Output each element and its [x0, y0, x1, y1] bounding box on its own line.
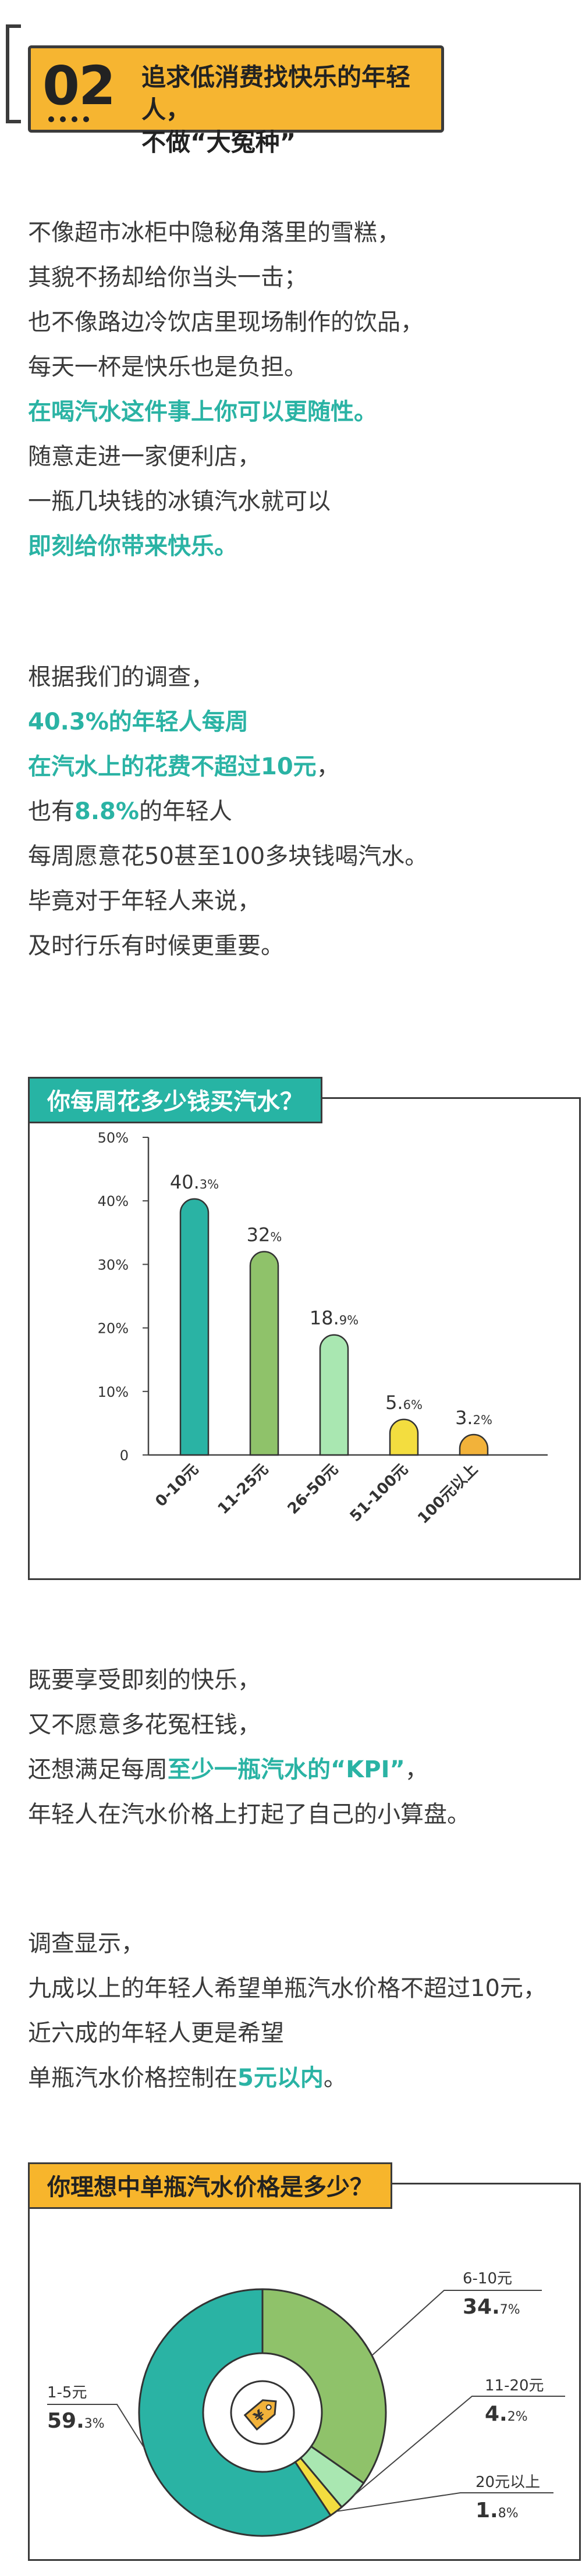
p2-line6: 毕竟对于年轻人来说，: [28, 888, 261, 915]
p1-line: 每天一杯是快乐也是负担。: [28, 354, 307, 380]
bar-chart-card: 你每周花多少钱买汽水？ 0 10% 20% 30% 40% 50% 40.3% 0-10元 32…: [28, 1077, 581, 1580]
p1-line: 不像超市冰柜中隐秘角落里的雪糕，: [28, 219, 400, 246]
donut-slice: [138, 2288, 332, 2537]
p2-line4-highlight: 8.8%: [74, 798, 139, 825]
header-dots-decoration: [48, 113, 118, 123]
section-header: 02 追求低消费找快乐的年轻人， 不做“大冤种”: [28, 45, 444, 156]
bar-value-label: 5.6%: [385, 1392, 423, 1414]
x-category-label: 0-10元: [152, 1461, 202, 1511]
donut-chart: ¥1-5元 59.3% 6-10元 34.7% 11-20元 4.2% 20元以上 1.8%: [47, 2270, 565, 2537]
x-category-label: 11-25元: [215, 1461, 272, 1518]
p1-line: 随意走进一家便利店，: [28, 443, 261, 470]
donut-chart-card: 你理想中单瓶汽水价格是多少？ ¥1-5元 59.3% 6-10元 34.7% 11-20…: [28, 2162, 581, 2561]
y-tick-label: 10%: [98, 1384, 129, 1400]
donut-category-label: 6-10元: [463, 2270, 512, 2287]
p3-line3-a: 还想满足每周: [28, 1756, 168, 1783]
section-title: 追求低消费找快乐的年轻人， 不做“大冤种”: [141, 61, 441, 159]
y-tick-label: 30%: [98, 1257, 129, 1273]
donut-category-label: 20元以上: [475, 2474, 540, 2491]
leader-line: [371, 2290, 542, 2356]
leader-line: [353, 2396, 565, 2496]
p1-line: 其貌不扬却给你当头一击；: [28, 264, 307, 291]
p3-line2: 又不愿意多花冤枉钱，: [28, 1712, 261, 1738]
p2-line1: 根据我们的调查，: [28, 664, 214, 691]
section-title-line2: 不做“大冤种”: [141, 128, 296, 156]
p2-line4-a: 也有: [28, 798, 74, 825]
bar-value-label: 32%: [247, 1224, 282, 1246]
p1-line: 也不像路边冷饮店里现场制作的饮品，: [28, 309, 424, 336]
p3-line3-c: ，: [404, 1756, 428, 1783]
bar: [249, 1251, 279, 1456]
bar-value-label: 3.2%: [455, 1407, 492, 1429]
paragraph-1: 不像超市冰柜中隐秘角落里的雪糕， 其貌不扬却给你当头一击； 也不像路边冷饮店里现场制…: [28, 211, 424, 569]
bar: [179, 1198, 210, 1456]
x-category-label: 26-50元: [285, 1461, 342, 1518]
p4-line3: 近六成的年轻人更是希望: [28, 2020, 284, 2047]
bar-value-label: 18.9%: [310, 1307, 359, 1329]
leader-line: [336, 2492, 553, 2512]
p4-line1: 调查显示，: [28, 1930, 144, 1957]
paragraph-4: 调查显示， 九成以上的年轻人希望单瓶汽水价格不超过10元， 近六成的年轻人更是希…: [28, 1922, 546, 2101]
p2-line2-highlight: 40.3%的年轻人每周: [28, 709, 249, 735]
paragraph-2: 根据我们的调查， 40.3%的年轻人每周 在汽水上的花费不超过10元， 也有8.…: [28, 655, 428, 969]
paragraph-3: 既要享受即刻的快乐， 又不愿意多花冤枉钱， 还想满足每周至少一瓶汽水的“KPI”…: [28, 1658, 470, 1837]
donut-category-label: 1-5元: [47, 2384, 87, 2401]
p1-line-highlight: 即刻给你带来快乐。: [28, 533, 237, 560]
y-tick-label: 50%: [98, 1130, 129, 1146]
p2-line4-c: 的年轻人: [139, 798, 232, 825]
section-title-line1: 追求低消费找快乐的年轻人，: [141, 63, 411, 124]
leader-line: [47, 2404, 145, 2449]
y-tick-label: 0: [120, 1447, 129, 1464]
donut-value-label: 4.2%: [485, 2402, 528, 2426]
donut-value-label: 34.7%: [463, 2295, 520, 2319]
donut-category-label: 11-20元: [485, 2377, 544, 2394]
bar: [459, 1433, 489, 1456]
donut-value-label: 59.3%: [47, 2409, 105, 2433]
p1-line: 一瓶几块钱的冰镇汽水就可以: [28, 488, 331, 515]
section-number: 02: [42, 55, 116, 117]
bar: [389, 1418, 419, 1456]
price-tag-icon: ¥: [243, 2399, 277, 2431]
bar: [319, 1334, 349, 1456]
p3-line4: 年轻人在汽水价格上打起了自己的小算盘。: [28, 1801, 470, 1828]
p2-line3-tail: ，: [316, 753, 340, 780]
x-category-label: 100元以上: [414, 1461, 481, 1528]
y-tick-label: 20%: [98, 1321, 129, 1337]
donut-chart-title: 你理想中单瓶汽水价格是多少？: [28, 2162, 392, 2209]
p2-line7: 及时行乐有时候更重要。: [28, 933, 284, 959]
p3-line1: 既要享受即刻的快乐，: [28, 1667, 261, 1693]
donut-value-label: 1.8%: [475, 2499, 519, 2522]
p4-line4-c: 。: [323, 2065, 347, 2091]
bar-value-label: 40.3%: [170, 1171, 219, 1193]
p3-line3-highlight: 至少一瓶汽水的“KPI”: [168, 1756, 405, 1783]
p1-line-highlight: 在喝汽水这件事上你可以更随性。: [28, 399, 377, 425]
bar-chart: 0 10% 20% 30% 40% 50% 40.3% 0-10元 32% 11-25元 18.9%…: [98, 1130, 548, 1528]
header-frame-decoration: [6, 24, 21, 123]
p4-line4-a: 单瓶汽水价格控制在: [28, 2065, 237, 2091]
y-tick-label: 40%: [98, 1193, 129, 1209]
p4-line2: 九成以上的年轻人希望单瓶汽水价格不超过10元，: [28, 1975, 546, 2002]
p2-line3-highlight: 在汽水上的花费不超过10元: [28, 753, 317, 780]
x-category-label: 51-100元: [347, 1461, 411, 1525]
donut-slice: [261, 2288, 387, 2485]
p4-line4-highlight: 5元以内: [237, 2065, 324, 2091]
bar-chart-title: 你每周花多少钱买汽水？: [28, 1077, 322, 1123]
p2-line5: 每周愿意花50甚至100多块钱喝汽水。: [28, 843, 428, 870]
